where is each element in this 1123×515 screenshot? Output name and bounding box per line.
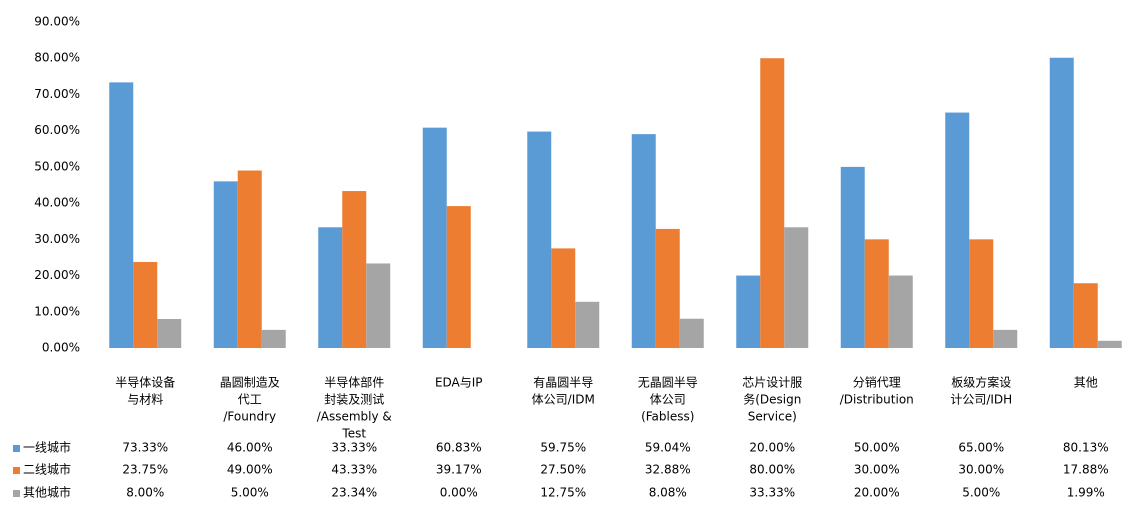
- x-tick-label: 芯片设计服: [742, 376, 802, 390]
- table-value: 20.00%: [854, 486, 900, 500]
- y-tick-label: 20.00%: [34, 268, 80, 282]
- legend-swatch: [13, 445, 20, 452]
- bar: [446, 206, 471, 348]
- x-tick-label: 代工: [238, 393, 262, 407]
- table-value: 23.75%: [122, 463, 168, 477]
- x-tick-label: /Foundry: [223, 410, 276, 424]
- bar: [760, 58, 785, 348]
- bar: [655, 228, 680, 348]
- bar: [888, 275, 913, 348]
- table-value: 49.00%: [227, 463, 273, 477]
- bar: [1073, 283, 1098, 348]
- x-tick-label: 无晶圆半导: [638, 376, 698, 390]
- table-value: 8.08%: [649, 486, 687, 500]
- table-value: 30.00%: [854, 463, 900, 477]
- bar: [864, 239, 889, 348]
- legend-label: 一线城市: [23, 440, 71, 455]
- bar: [133, 261, 158, 348]
- legend-label: 其他城市: [23, 485, 71, 500]
- table-value: 32.88%: [645, 463, 691, 477]
- bar: [945, 112, 970, 348]
- bar: [840, 166, 865, 348]
- bar: [213, 181, 238, 348]
- bar: [366, 263, 391, 348]
- y-tick-label: 0.00%: [42, 341, 80, 355]
- y-tick-label: 60.00%: [34, 123, 80, 137]
- bar: [993, 329, 1018, 348]
- table-value: 27.50%: [540, 463, 586, 477]
- table-value: 80.00%: [749, 463, 795, 477]
- table-value: 30.00%: [958, 463, 1004, 477]
- bar: [109, 82, 134, 348]
- bar: [736, 275, 761, 348]
- x-tick-label: 半导体设备: [115, 376, 175, 390]
- x-tick-label: 计公司/IDH: [950, 393, 1012, 407]
- bar: [318, 227, 343, 348]
- x-tick-label: 与材料: [127, 393, 163, 407]
- x-tick-label: EDA与IP: [435, 376, 483, 390]
- y-tick-label: 50.00%: [34, 159, 80, 173]
- legend-swatch: [13, 467, 20, 474]
- table-value: 8.00%: [126, 486, 164, 500]
- bar: [679, 318, 704, 348]
- bar: [1049, 57, 1074, 348]
- table-value: 33.33%: [749, 486, 795, 500]
- bar: [157, 319, 182, 348]
- bar: [1097, 340, 1122, 348]
- table-value: 1.99%: [1067, 486, 1105, 500]
- table-value: 20.00%: [749, 441, 795, 455]
- x-tick-label: 有晶圆半导: [533, 376, 593, 390]
- x-tick-label: 其他: [1074, 376, 1098, 390]
- bar: [261, 329, 286, 348]
- bar: [631, 134, 656, 348]
- table-value: 12.75%: [540, 486, 586, 500]
- bar: [969, 239, 994, 348]
- x-tick-label: 半导体部件: [324, 375, 384, 390]
- legend-swatch: [13, 490, 20, 497]
- y-tick-label: 80.00%: [34, 51, 80, 65]
- x-tick-label: 体公司/IDM: [532, 393, 595, 407]
- x-tick-label: 封装及测试: [324, 392, 384, 407]
- bar: [237, 170, 262, 348]
- x-tick-label: Service): [748, 410, 797, 424]
- bar: [784, 227, 809, 348]
- table-value: 43.33%: [331, 463, 377, 477]
- table-value: 73.33%: [122, 441, 168, 455]
- bar: [422, 127, 447, 349]
- x-tick-label: 务(Design: [743, 392, 801, 407]
- table-value: 5.00%: [231, 486, 269, 500]
- table-value: 0.00%: [440, 486, 478, 500]
- table-value: 33.33%: [331, 441, 377, 455]
- y-tick-label: 40.00%: [34, 196, 80, 210]
- y-tick-label: 90.00%: [34, 15, 80, 29]
- table-value: 23.34%: [331, 486, 377, 500]
- table-value: 50.00%: [854, 441, 900, 455]
- table-value: 59.75%: [540, 441, 586, 455]
- x-tick-label: 体公司: [650, 393, 686, 407]
- table-value: 39.17%: [436, 463, 482, 477]
- x-tick-label: 晶圆制造及: [220, 376, 280, 390]
- x-tick-label: 板级方案设: [951, 375, 1011, 390]
- table-value: 46.00%: [227, 441, 273, 455]
- x-tick-label: /Assembly &: [317, 410, 392, 424]
- table-value: 60.83%: [436, 441, 482, 455]
- x-tick-label: (Fabless): [641, 410, 694, 424]
- bar: [575, 301, 600, 348]
- y-tick-label: 10.00%: [34, 304, 80, 318]
- x-tick-label: /Distribution: [840, 393, 914, 407]
- table-value: 65.00%: [958, 441, 1004, 455]
- x-tick-label: 分销代理: [853, 376, 901, 390]
- x-tick-label: Test: [341, 427, 366, 441]
- y-tick-label: 70.00%: [34, 87, 80, 101]
- bar: [551, 248, 576, 348]
- bar: [342, 191, 367, 348]
- table-value: 80.13%: [1063, 441, 1109, 455]
- table-value: 17.88%: [1063, 463, 1109, 477]
- table-value: 5.00%: [962, 486, 1000, 500]
- y-tick-label: 30.00%: [34, 232, 80, 246]
- legend-label: 二线城市: [23, 462, 71, 477]
- bar: [527, 131, 552, 348]
- table-value: 59.04%: [645, 441, 691, 455]
